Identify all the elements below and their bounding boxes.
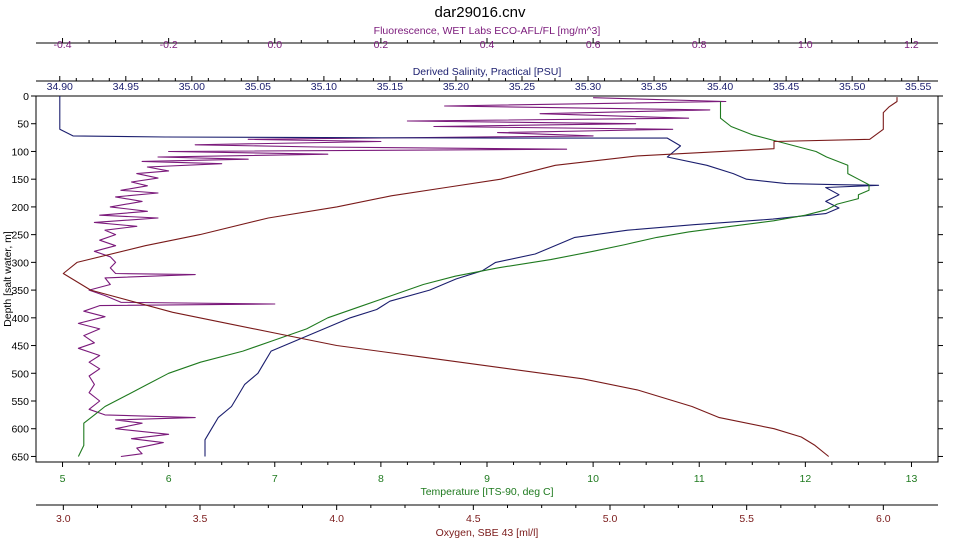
temperature-tick-label: 10 xyxy=(587,473,599,485)
depth-tick-label: 400 xyxy=(11,313,29,325)
temperature-tick-label: 13 xyxy=(906,473,918,485)
chart-title: dar29016.cnv xyxy=(435,4,526,21)
salinity-tick-label: 35.10 xyxy=(311,81,337,93)
salinity-tick-label: 35.35 xyxy=(641,81,667,93)
oxygen-tick-label: 3.0 xyxy=(56,513,71,525)
oxygen-axis-label: Oxygen, SBE 43 [ml/l] xyxy=(436,527,539,539)
fluorescence-tick-label: 0.6 xyxy=(586,39,601,51)
depth-tick-label: 450 xyxy=(11,341,29,353)
salinity-tick-label: 35.00 xyxy=(179,81,205,93)
temperature-profile-line xyxy=(77,101,870,457)
salinity-tick-label: 35.55 xyxy=(905,81,931,93)
depth-tick-label: 150 xyxy=(11,174,29,186)
salinity-tick-label: 35.15 xyxy=(377,81,403,93)
oxygen-tick-label: 5.0 xyxy=(603,513,618,525)
depth-tick-label: 0 xyxy=(23,91,29,103)
salinity-tick-label: 35.40 xyxy=(707,81,733,93)
salinity-tick-label: 35.20 xyxy=(443,81,469,93)
temperature-tick-label: 6 xyxy=(166,473,172,485)
salinity-tick-label: 35.25 xyxy=(509,81,535,93)
depth-tick-label: 550 xyxy=(11,396,29,408)
oxygen-tick-label: 3.5 xyxy=(193,513,208,525)
depth-tick-label: 600 xyxy=(11,424,29,436)
salinity-profile-line xyxy=(59,96,880,457)
fluorescence-tick-label: 0.0 xyxy=(267,39,282,51)
fluorescence-tick-label: -0.4 xyxy=(53,39,71,51)
salinity-tick-label: 34.95 xyxy=(113,81,139,93)
salinity-axis-label: Derived Salinity, Practical [PSU] xyxy=(413,66,562,78)
fluorescence-profile-line xyxy=(77,97,727,458)
depth-tick-label: 300 xyxy=(11,257,29,269)
depth-tick-label: 350 xyxy=(11,285,29,297)
fluorescence-tick-label: -0.2 xyxy=(160,39,178,51)
temperature-tick-label: 8 xyxy=(378,473,384,485)
oxygen-tick-label: 6.0 xyxy=(876,513,891,525)
salinity-tick-label: 34.90 xyxy=(47,81,73,93)
depth-axis: 0 50 100 150 200 250 300 350 400 450 500 550 600 650 D… xyxy=(2,91,943,463)
temperature-tick-label: 12 xyxy=(800,473,812,485)
depth-axis-label: Depth [salt water, m] xyxy=(2,231,14,327)
temperature-tick-label: 5 xyxy=(60,473,66,485)
fluorescence-axis-label: Fluorescence, WET Labs ECO-AFL/FL [mg/m^… xyxy=(374,25,601,37)
salinity-tick-label: 35.30 xyxy=(575,81,601,93)
temperature-tick-label: 7 xyxy=(272,473,278,485)
temperature-axis-label: Temperature [ITS-90, deg C] xyxy=(420,486,553,498)
depth-tick-label: 200 xyxy=(11,202,29,214)
temperature-tick-label: 11 xyxy=(694,473,705,485)
oxygen-axis: 3.0 3.5 4.0 4.5 5.0 5.5 6.0 Oxygen, SBE 43 [ml/… xyxy=(36,504,938,539)
depth-tick-label: 100 xyxy=(11,146,29,158)
fluorescence-tick-label: 0.4 xyxy=(480,39,495,51)
oxygen-profile-line xyxy=(62,97,898,457)
fluorescence-axis: -0.4 -0.2 0.0 0.2 0.4 0.6 0.8 1.0 1.2 Fluorescenc… xyxy=(36,25,938,51)
oxygen-tick-label: 5.5 xyxy=(739,513,754,525)
depth-tick-label: 650 xyxy=(11,451,29,463)
fluorescence-tick-label: 0.2 xyxy=(374,39,389,51)
depth-tick-label: 250 xyxy=(11,230,29,242)
oxygen-tick-label: 4.5 xyxy=(466,513,481,525)
salinity-tick-label: 35.05 xyxy=(245,81,271,93)
salinity-tick-label: 35.50 xyxy=(839,81,865,93)
fluorescence-tick-label: 1.2 xyxy=(904,39,919,51)
fluorescence-tick-label: 0.8 xyxy=(692,39,707,51)
temperature-tick-label: 9 xyxy=(484,473,490,485)
fluorescence-tick-label: 1.0 xyxy=(798,39,813,51)
depth-tick-label: 50 xyxy=(17,119,29,131)
depth-tick-label: 500 xyxy=(11,368,29,380)
salinity-tick-label: 35.45 xyxy=(773,81,799,93)
salinity-axis: 34.90 34.95 35.00 35.05 35.10 35.15 35.20 35.25… xyxy=(36,66,938,93)
oxygen-tick-label: 4.0 xyxy=(329,513,344,525)
plot-frame xyxy=(35,95,939,463)
